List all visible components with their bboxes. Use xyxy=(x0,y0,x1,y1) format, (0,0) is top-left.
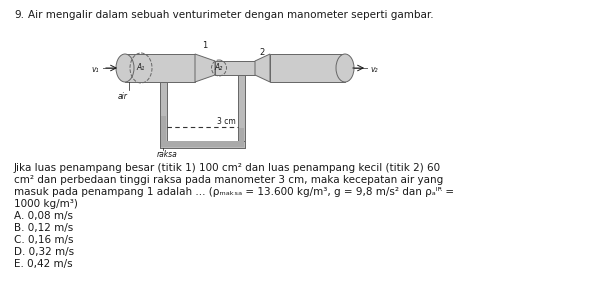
Text: masuk pada penampang 1 adalah ... (ρₘₐₖₛₐ = 13.600 kg/m³, g = 9,8 m/s² dan ρₐᴵᴿ : masuk pada penampang 1 adalah ... (ρₘₐₖₛ… xyxy=(14,187,454,197)
Text: air: air xyxy=(118,92,128,101)
Polygon shape xyxy=(255,54,270,82)
Polygon shape xyxy=(215,61,255,75)
Text: E. 0,42 m/s: E. 0,42 m/s xyxy=(14,259,73,269)
Text: 1000 kg/m³): 1000 kg/m³) xyxy=(14,199,78,209)
Text: Jika luas penampang besar (titik 1) 100 cm² dan luas penampang kecil (titik 2) 6: Jika luas penampang besar (titik 1) 100 … xyxy=(14,163,441,173)
Polygon shape xyxy=(161,116,166,141)
Text: Air mengalir dalam sebuah venturimeter dengan manometer seperti gambar.: Air mengalir dalam sebuah venturimeter d… xyxy=(28,10,434,20)
Polygon shape xyxy=(239,128,244,141)
Text: A. 0,08 m/s: A. 0,08 m/s xyxy=(14,211,73,221)
Text: 1: 1 xyxy=(202,41,208,50)
Text: B. 0,12 m/s: B. 0,12 m/s xyxy=(14,223,73,233)
Polygon shape xyxy=(160,141,245,148)
Text: A₁: A₁ xyxy=(137,63,145,72)
Text: C. 0,16 m/s: C. 0,16 m/s xyxy=(14,235,74,245)
Text: 2: 2 xyxy=(259,48,264,57)
Text: v₁: v₁ xyxy=(91,65,99,74)
Polygon shape xyxy=(238,75,245,148)
Text: raksa: raksa xyxy=(157,150,178,159)
Text: 9.: 9. xyxy=(14,10,24,20)
Ellipse shape xyxy=(336,54,354,82)
Text: 3 cm: 3 cm xyxy=(217,117,236,126)
Text: A₂: A₂ xyxy=(215,63,223,72)
Text: D. 0,32 m/s: D. 0,32 m/s xyxy=(14,247,74,257)
Polygon shape xyxy=(270,54,345,82)
Ellipse shape xyxy=(116,54,134,82)
Polygon shape xyxy=(161,141,244,147)
Polygon shape xyxy=(160,82,167,148)
Polygon shape xyxy=(195,54,215,82)
Text: cm² dan perbedaan tinggi raksa pada manometer 3 cm, maka kecepatan air yang: cm² dan perbedaan tinggi raksa pada mano… xyxy=(14,175,443,185)
Polygon shape xyxy=(125,54,195,82)
Text: v₂: v₂ xyxy=(370,65,377,74)
